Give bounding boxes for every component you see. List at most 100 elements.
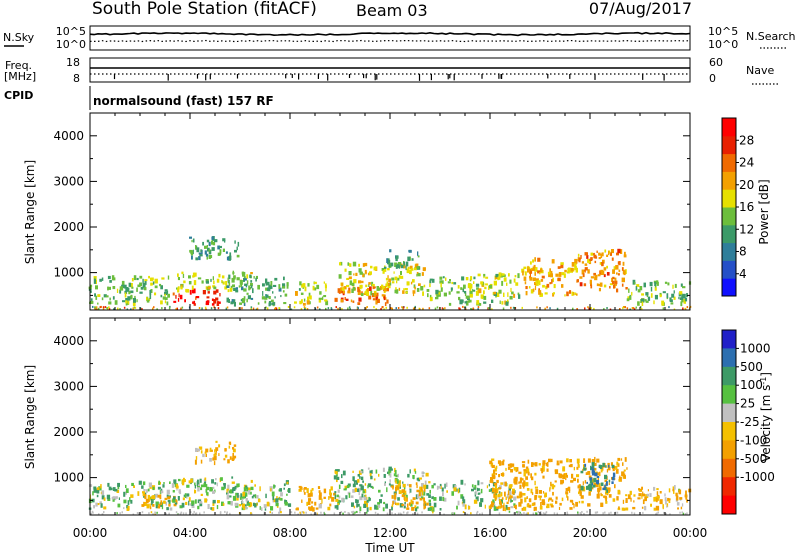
velocity-cell — [107, 498, 111, 501]
velocity-cell — [607, 466, 611, 471]
velocity-cell — [341, 497, 344, 503]
power-cell — [149, 290, 152, 295]
power-cell — [485, 276, 489, 279]
power-cell — [274, 307, 276, 310]
nave-dropouts — [113, 74, 665, 81]
velocity-cell — [592, 466, 595, 469]
velocity-cell — [522, 506, 527, 511]
power-cell — [146, 297, 148, 301]
velocity-cell — [412, 500, 414, 505]
velocity-cell — [392, 486, 394, 490]
velocity-cell — [423, 487, 426, 492]
power-cell — [614, 280, 618, 285]
velocity-cell — [355, 480, 358, 485]
velocity-cell — [136, 512, 139, 514]
velocity-cell — [146, 504, 150, 509]
velocity-cell — [106, 494, 111, 500]
velocity-cell — [494, 483, 498, 488]
velocity-cell — [99, 501, 102, 504]
power-cell — [524, 281, 527, 285]
velocity-cell — [339, 500, 342, 503]
velocity-cell — [111, 497, 114, 500]
power-cell — [127, 301, 130, 305]
velocity-cell — [493, 469, 496, 474]
velocity-cell — [366, 496, 368, 500]
velocity-cell — [551, 485, 555, 490]
velocity-cell — [392, 501, 394, 505]
power-cell — [498, 289, 502, 294]
power-cell — [624, 306, 626, 309]
velocity-cell — [649, 493, 652, 497]
power-cell — [242, 299, 245, 304]
power-cell — [309, 295, 312, 300]
velocity-cell — [477, 488, 480, 491]
power-cell — [198, 307, 201, 309]
velocity-cell — [345, 487, 347, 491]
velocity-cell — [589, 480, 593, 484]
power-cell — [668, 306, 670, 309]
power-cell — [159, 283, 162, 287]
velocity-cell — [213, 453, 216, 459]
velocity-cell — [659, 499, 663, 505]
velocity-cell — [681, 511, 683, 514]
velocity-cell — [566, 458, 569, 463]
velocity-cell — [647, 489, 649, 492]
power-cell — [365, 284, 368, 288]
velocity-cell — [481, 512, 483, 515]
velocity-cell — [126, 505, 129, 509]
power-cell — [347, 290, 351, 294]
power-cell — [599, 262, 602, 265]
power-cell — [236, 277, 240, 281]
power-cell — [441, 280, 444, 284]
power-cell — [534, 272, 536, 276]
power-cell — [351, 288, 354, 293]
velocity-cell — [403, 496, 405, 500]
velocity-cell — [669, 513, 671, 516]
velocity-cell — [606, 481, 608, 486]
velocity-cell — [509, 463, 513, 468]
power-cell — [602, 259, 605, 264]
power-cell — [631, 307, 634, 309]
power-cell — [92, 305, 94, 308]
velocity-cell — [195, 512, 198, 515]
power-cell — [600, 253, 603, 259]
velocity-cell — [494, 467, 497, 472]
velocity-cell — [623, 473, 626, 478]
velocity-cell — [541, 501, 546, 506]
velocity-cell — [283, 483, 286, 487]
velocity-cell — [399, 512, 402, 515]
velocity-cell — [565, 472, 568, 477]
power-cell — [206, 296, 210, 299]
date-label: 07/Aug/2017 — [589, 0, 692, 18]
power-cell — [213, 306, 215, 309]
velocity-cell — [421, 474, 425, 478]
velocity-cell — [638, 489, 641, 492]
power-cell — [601, 262, 604, 267]
power-cell — [458, 297, 460, 301]
velocity-cell — [240, 512, 242, 515]
power-cell — [278, 307, 280, 310]
power-cell — [463, 284, 466, 289]
velocity-cell — [502, 459, 505, 462]
power-cell — [449, 279, 451, 282]
velocity-cell — [175, 483, 179, 489]
velocity-cell — [245, 498, 248, 502]
velocity-cell — [133, 485, 135, 488]
power-cell — [102, 306, 105, 309]
velocity-cell — [222, 503, 225, 506]
power-cell — [444, 307, 446, 310]
velocity-cell — [401, 503, 404, 507]
power-cell — [244, 278, 247, 281]
power-cell — [306, 300, 310, 305]
power-cell — [584, 252, 588, 256]
power-cell — [134, 295, 136, 298]
power-cell — [323, 281, 325, 284]
velocity-color-step — [722, 385, 736, 405]
velocity-cell — [530, 488, 533, 494]
power-cell — [197, 277, 202, 280]
power-cell — [265, 287, 268, 291]
velocity-cell — [117, 482, 120, 487]
velocity-cell — [625, 494, 628, 497]
velocity-cell — [386, 512, 389, 515]
power-cell — [576, 293, 578, 296]
